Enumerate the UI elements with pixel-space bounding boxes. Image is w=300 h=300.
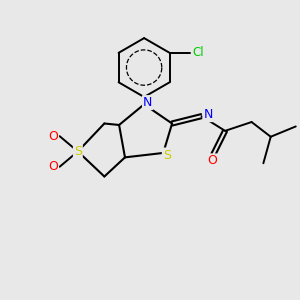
Text: Cl: Cl xyxy=(193,46,204,59)
Text: O: O xyxy=(207,154,217,167)
Text: S: S xyxy=(74,145,82,158)
Text: N: N xyxy=(203,108,213,121)
Text: N: N xyxy=(143,96,152,109)
Text: S: S xyxy=(163,148,171,161)
Text: O: O xyxy=(48,130,58,143)
Text: O: O xyxy=(48,160,58,173)
